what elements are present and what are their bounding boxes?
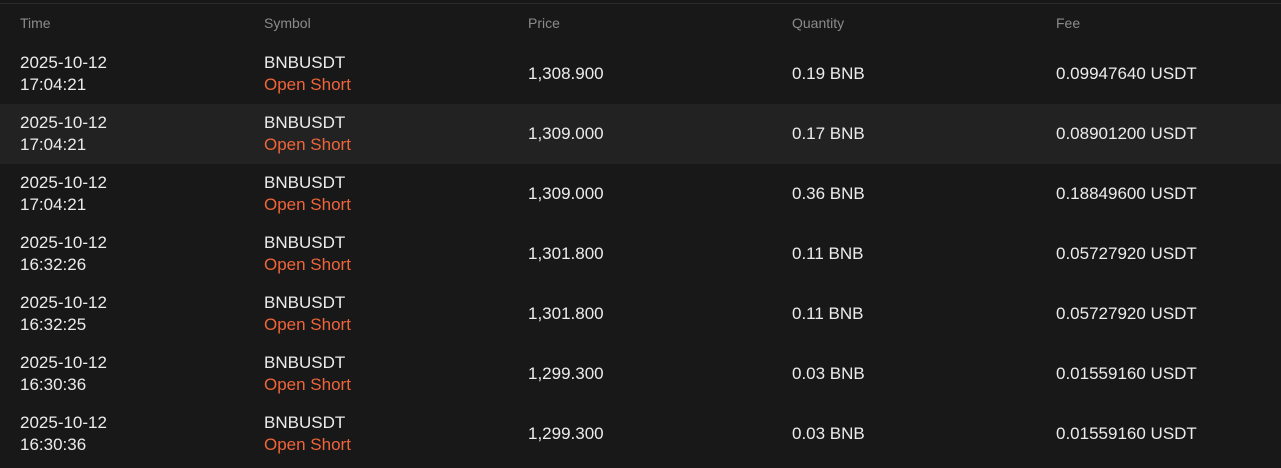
quantity-value: 0.03 BNB — [792, 424, 865, 443]
quantity-cell: 0.36 BNB — [792, 164, 1042, 224]
price-cell: 1,308.900 — [528, 44, 778, 104]
table-row[interactable]: 2025-10-12 16:32:26 BNBUSDT Open Short 1… — [0, 224, 1281, 284]
symbol-cell: BNBUSDT Open Short — [264, 344, 514, 404]
price-value: 1,308.900 — [528, 64, 604, 83]
column-header-time[interactable]: Time — [20, 15, 51, 31]
table-header: Time Symbol Price Quantity Fee — [0, 4, 1281, 44]
trade-date: 2025-10-12 — [20, 353, 107, 372]
fee-cell: 0.09947640 USDT — [1056, 44, 1276, 104]
trade-date: 2025-10-12 — [20, 413, 107, 432]
table-row[interactable]: 2025-10-12 17:04:21 BNBUSDT Open Short 1… — [0, 44, 1281, 104]
symbol-cell: BNBUSDT Open Short — [264, 104, 514, 164]
symbol-cell: BNBUSDT Open Short — [264, 164, 514, 224]
symbol-cell: BNBUSDT Open Short — [264, 404, 514, 464]
symbol-text[interactable]: BNBUSDT — [264, 233, 346, 252]
fee-cell: 0.05727920 USDT — [1056, 284, 1276, 344]
quantity-cell: 0.19 BNB — [792, 44, 1042, 104]
trade-time: 16:32:26 — [20, 255, 87, 274]
trade-date: 2025-10-12 — [20, 113, 107, 132]
side-label: Open Short — [264, 195, 351, 214]
price-cell: 1,301.800 — [528, 224, 778, 284]
quantity-value: 0.11 BNB — [792, 304, 864, 323]
side-label: Open Short — [264, 435, 351, 454]
side-label: Open Short — [264, 315, 351, 334]
fee-value: 0.18849600 USDT — [1056, 184, 1197, 203]
symbol-cell: BNBUSDT Open Short — [264, 284, 514, 344]
trade-date: 2025-10-12 — [20, 53, 107, 72]
trade-time: 17:04:21 — [20, 135, 87, 154]
price-cell: 1,301.800 — [528, 284, 778, 344]
quantity-cell: 0.17 BNB — [792, 104, 1042, 164]
side-label: Open Short — [264, 135, 351, 154]
time-cell: 2025-10-12 17:04:21 — [20, 104, 250, 164]
price-value: 1,301.800 — [528, 244, 604, 263]
trade-time: 17:04:21 — [20, 75, 87, 94]
price-value: 1,299.300 — [528, 364, 604, 383]
price-cell: 1,299.300 — [528, 404, 778, 464]
quantity-value: 0.17 BNB — [792, 124, 865, 143]
table-row[interactable]: 2025-10-12 17:04:21 BNBUSDT Open Short 1… — [0, 104, 1281, 164]
price-cell: 1,309.000 — [528, 164, 778, 224]
symbol-cell: BNBUSDT Open Short — [264, 224, 514, 284]
quantity-cell: 0.11 BNB — [792, 224, 1042, 284]
time-cell: 2025-10-12 16:30:36 — [20, 404, 250, 464]
fee-value: 0.05727920 USDT — [1056, 304, 1197, 323]
side-label: Open Short — [264, 375, 351, 394]
price-value: 1,309.000 — [528, 184, 604, 203]
time-cell: 2025-10-12 16:32:25 — [20, 284, 250, 344]
quantity-cell: 0.03 BNB — [792, 344, 1042, 404]
quantity-cell: 0.03 BNB — [792, 404, 1042, 464]
price-value: 1,309.000 — [528, 124, 604, 143]
symbol-text[interactable]: BNBUSDT — [264, 293, 346, 312]
symbol-text[interactable]: BNBUSDT — [264, 53, 346, 72]
column-header-quantity[interactable]: Quantity — [792, 15, 845, 31]
quantity-cell: 0.11 BNB — [792, 284, 1042, 344]
fee-value: 0.05727920 USDT — [1056, 244, 1197, 263]
price-value: 1,299.300 — [528, 424, 604, 443]
fee-value: 0.08901200 USDT — [1056, 124, 1197, 143]
symbol-text[interactable]: BNBUSDT — [264, 173, 346, 192]
column-header-fee[interactable]: Fee — [1056, 15, 1081, 31]
table-row[interactable]: 2025-10-12 16:30:36 BNBUSDT Open Short 1… — [0, 404, 1281, 464]
fee-value: 0.09947640 USDT — [1056, 64, 1197, 83]
side-label: Open Short — [264, 255, 351, 274]
fee-cell: 0.01559160 USDT — [1056, 404, 1276, 464]
trade-time: 16:32:25 — [20, 315, 87, 334]
symbol-cell: BNBUSDT Open Short — [264, 44, 514, 104]
trade-time: 16:30:36 — [20, 375, 87, 394]
time-cell: 2025-10-12 16:32:26 — [20, 224, 250, 284]
trade-time: 17:04:21 — [20, 195, 87, 214]
fee-value: 0.01559160 USDT — [1056, 424, 1197, 443]
table-row[interactable]: 2025-10-12 16:32:25 BNBUSDT Open Short 1… — [0, 284, 1281, 344]
table-row[interactable]: 2025-10-12 16:30:36 BNBUSDT Open Short 1… — [0, 344, 1281, 404]
fee-cell: 0.05727920 USDT — [1056, 224, 1276, 284]
trade-time: 16:30:36 — [20, 435, 87, 454]
table-row[interactable]: 2025-10-12 17:04:21 BNBUSDT Open Short 1… — [0, 164, 1281, 224]
time-cell: 2025-10-12 16:30:36 — [20, 344, 250, 404]
quantity-value: 0.19 BNB — [792, 64, 865, 83]
fee-value: 0.01559160 USDT — [1056, 364, 1197, 383]
top-divider — [0, 3, 1281, 4]
trade-date: 2025-10-12 — [20, 173, 107, 192]
time-cell: 2025-10-12 17:04:21 — [20, 44, 250, 104]
price-value: 1,301.800 — [528, 304, 604, 323]
price-cell: 1,299.300 — [528, 344, 778, 404]
price-cell: 1,309.000 — [528, 104, 778, 164]
quantity-value: 0.36 BNB — [792, 184, 865, 203]
time-cell: 2025-10-12 17:04:21 — [20, 164, 250, 224]
trade-date: 2025-10-12 — [20, 293, 107, 312]
symbol-text[interactable]: BNBUSDT — [264, 413, 346, 432]
column-header-price[interactable]: Price — [528, 15, 560, 31]
quantity-value: 0.11 BNB — [792, 244, 864, 263]
column-header-symbol[interactable]: Symbol — [264, 15, 311, 31]
fee-cell: 0.01559160 USDT — [1056, 344, 1276, 404]
trade-history-table: Time Symbol Price Quantity Fee 2025-10-1… — [0, 4, 1281, 464]
fee-cell: 0.08901200 USDT — [1056, 104, 1276, 164]
symbol-text[interactable]: BNBUSDT — [264, 353, 346, 372]
symbol-text[interactable]: BNBUSDT — [264, 113, 346, 132]
side-label: Open Short — [264, 75, 351, 94]
quantity-value: 0.03 BNB — [792, 364, 865, 383]
trade-date: 2025-10-12 — [20, 233, 107, 252]
fee-cell: 0.18849600 USDT — [1056, 164, 1276, 224]
